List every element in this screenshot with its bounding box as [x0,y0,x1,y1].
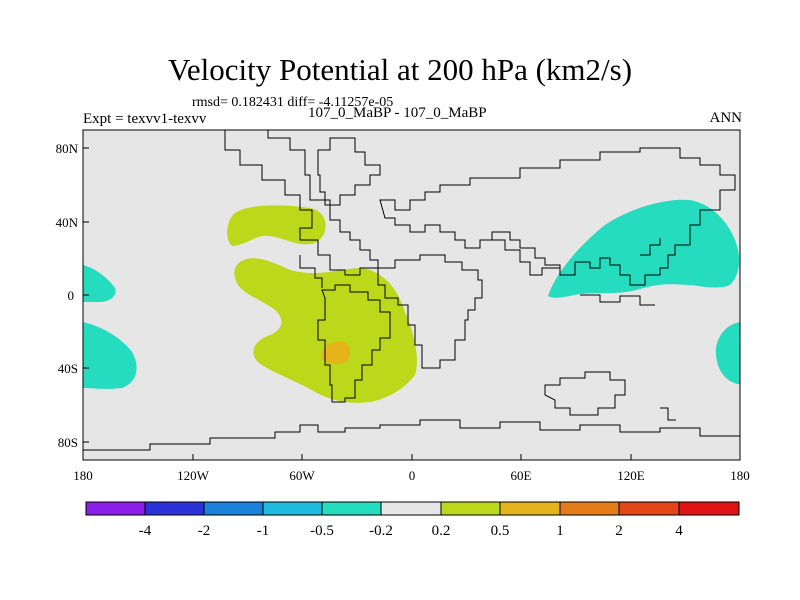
coastline-greenland [317,137,381,206]
colorbar-swatch [499,501,561,516]
chart-title: Velocity Potential at 200 hPa (km2/s) [167,52,633,87]
coastline-eurasia [379,147,736,286]
colorbar-label: -1 [257,523,270,539]
coastline-australia [544,371,626,416]
coastline-japan [640,238,661,256]
colorbar [85,501,740,516]
stats-text: rmsd= 0.182431 diff= -4.11257e-05 [192,95,394,110]
period-label: 107_0_MaBP - 107_0_MaBP [308,105,487,121]
region-east-pacific-west [83,322,137,389]
region-east-pacific-west [83,265,116,302]
colorbar-swatch [144,501,205,516]
coastline-new-zealand [660,407,676,421]
colorbar-swatch [262,501,323,516]
colorbar-swatch [85,501,146,516]
colorbar-label: 1 [556,523,564,539]
colorbar-label: -4 [139,523,152,539]
x-tick-label: 60W [289,468,315,483]
colorbar-label: 4 [675,523,683,539]
x-tick-label: 0 [409,468,416,483]
region-east-pacific-east [715,322,740,384]
season-label: ANN [709,110,743,126]
coastline-north-america [224,130,379,276]
coastline-south-america [317,284,391,403]
x-tick-label: 180 [730,468,750,483]
colorbar-label: -2 [198,523,211,539]
colorbar-swatch [559,501,620,516]
colorbar-swatch [618,501,680,516]
continent-outlines [83,130,740,451]
colorbar-label: 0.2 [432,523,451,539]
colorbar-label: 0.5 [491,523,510,539]
tick-marks [82,147,741,460]
colorbar-swatch [440,501,501,516]
region-north-pacific [548,199,740,298]
colorbar-label: 2 [615,523,623,539]
colorbar-swatch [678,501,740,516]
region-south-america-peak [322,341,351,365]
y-tick-label: 80S [58,435,78,450]
x-tick-label: 180 [73,468,93,483]
coastline-central-america [299,255,323,288]
x-tick-label: 120W [177,468,210,483]
region-tropical-atlantic [227,205,326,246]
y-tick-label: 40N [56,215,79,230]
colorbar-swatch [203,501,264,516]
coastline-india-asia [492,239,560,276]
contour-regions [83,199,740,403]
y-tick-label: 40S [58,361,78,376]
region-tropical-atlantic [234,258,417,403]
x-tick-label: 60E [511,468,532,483]
colorbar-swatch [321,501,382,516]
plot-background [83,130,740,460]
y-tick-label: 0 [68,288,75,303]
x-tick-label: 120E [617,468,645,483]
experiment-label: Expt = texvv1-texvv [83,111,207,127]
colorbar-label: -0.5 [310,523,334,539]
coastline-maritime-continent [580,294,655,306]
colorbar-swatch [380,501,442,516]
colorbar-label: -0.2 [369,523,393,539]
y-tick-label: 80N [56,141,79,156]
coastline-antarctica [83,419,740,451]
coastline-africa [377,254,483,369]
